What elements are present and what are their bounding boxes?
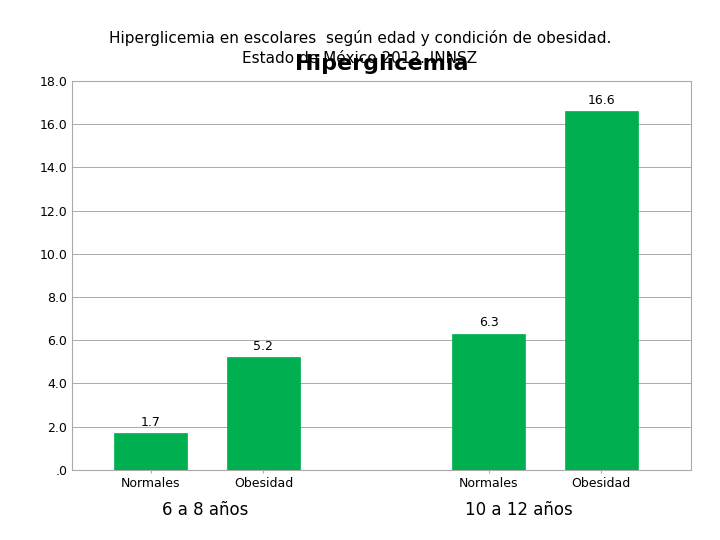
Text: 5.2: 5.2: [253, 340, 274, 353]
Bar: [564, 111, 638, 470]
Text: 1.7: 1.7: [141, 416, 161, 429]
Bar: [227, 357, 300, 470]
Text: Estado de México 2012. INNSZ: Estado de México 2012. INNSZ: [243, 51, 477, 66]
Text: 16.6: 16.6: [588, 94, 615, 107]
Text: Hiperglicemia en escolares  según edad y condición de obesidad.: Hiperglicemia en escolares según edad y …: [109, 30, 611, 46]
Bar: [452, 334, 525, 470]
Title: Hiperglicemia: Hiperglicemia: [295, 54, 468, 74]
Text: 6.3: 6.3: [479, 316, 498, 329]
Text: 10 a 12 años: 10 a 12 años: [464, 501, 572, 519]
Text: 6 a 8 años: 6 a 8 años: [162, 501, 248, 519]
Bar: [114, 433, 187, 470]
